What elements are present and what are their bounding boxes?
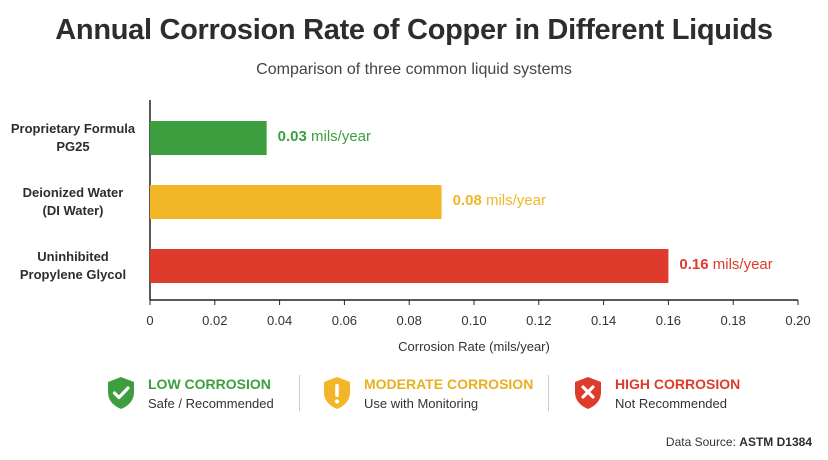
legend-moderate-title: MODERATE CORROSION	[364, 376, 534, 392]
x-tick-label: 0.20	[785, 313, 810, 328]
x-tick-label: 0.02	[202, 313, 227, 328]
data-label-value: 0.03	[277, 128, 307, 145]
x-tick-label: 0.12	[526, 313, 551, 328]
x-axis-label: Corrosion Rate (mils/year)	[398, 339, 550, 354]
category-label-line: Propylene Glycol	[19, 267, 127, 282]
data-label-value: 0.08	[452, 192, 482, 209]
chart-subtitle: Comparison of three common liquid system…	[256, 61, 572, 78]
shield-check-icon	[108, 377, 134, 409]
data-source-label: Data Source:	[665, 435, 736, 449]
category-label-line: PG25	[56, 139, 90, 154]
category-label-line: Uninhibited	[37, 249, 109, 264]
bar	[150, 121, 267, 155]
data-label-unit: mils/year	[708, 256, 773, 273]
legend-high-title: HIGH CORROSION	[615, 376, 741, 392]
data-label-unit: mils/year	[481, 192, 546, 209]
category-label: Uninhibited Propylene Glycol	[3, 248, 143, 284]
shield-x-icon	[575, 377, 601, 409]
bar	[150, 249, 669, 283]
category-label-line: Deionized Water	[22, 185, 124, 200]
x-tick-label: 0.04	[267, 313, 292, 328]
shield-exclamation-icon	[324, 377, 350, 409]
legend-low-title: LOW CORROSION	[148, 376, 271, 392]
category-label: Proprietary Formula PG25	[3, 120, 143, 156]
x-tick-label: 0.16	[656, 313, 681, 328]
data-label: 0.03 mils/year	[278, 127, 371, 147]
category-label-line: (DI Water)	[42, 203, 104, 218]
chart-title: Annual Corrosion Rate of Copper in Diffe…	[55, 14, 773, 46]
data-source: Data Source: ASTM D1384	[666, 435, 812, 449]
legend-divider	[548, 375, 549, 411]
legend-divider	[299, 375, 300, 411]
x-tick-label: 0.06	[332, 313, 357, 328]
data-label-value: 0.16	[679, 256, 709, 273]
category-label-line: Proprietary Formula	[10, 121, 136, 136]
bar	[150, 185, 442, 219]
category-label: Deionized Water (DI Water)	[3, 184, 143, 220]
x-tick-label: 0.14	[591, 313, 616, 328]
x-tick-label: 0	[146, 313, 153, 328]
legend-low-desc: Safe / Recommended	[148, 396, 274, 411]
data-label: 0.16 mils/year	[679, 255, 772, 275]
x-tick-label: 0.18	[721, 313, 746, 328]
data-label-unit: mils/year	[306, 128, 372, 145]
data-label: 0.08 mils/year	[453, 191, 546, 211]
x-tick-label: 0.08	[397, 313, 422, 328]
legend-high-desc: Not Recommended	[615, 396, 727, 411]
x-tick-label: 0.10	[461, 313, 486, 328]
data-source-value: ASTM D1384	[739, 435, 812, 449]
legend-moderate-desc: Use with Monitoring	[364, 396, 479, 411]
